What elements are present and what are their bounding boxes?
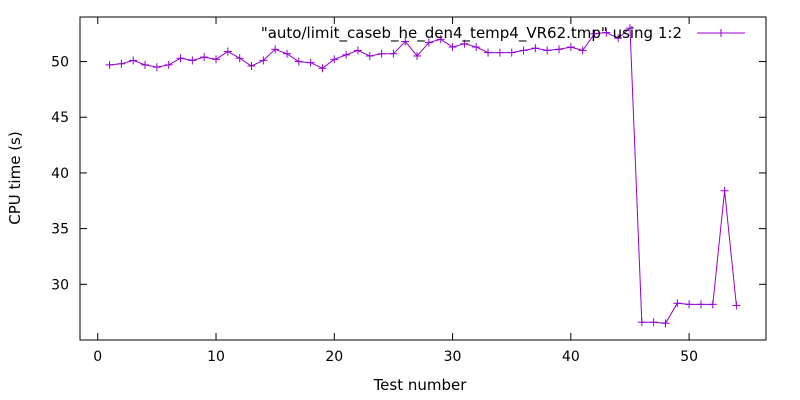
data-point (212, 55, 221, 64)
y-tick-label: 30 (51, 277, 69, 293)
y-tick-label: 50 (51, 55, 69, 71)
data-point (294, 57, 303, 66)
axis-ticks (80, 17, 766, 340)
x-tick-label: 40 (562, 349, 580, 365)
data-point (223, 47, 232, 56)
data-point (200, 53, 209, 62)
y-axis-label: CPU time (s) (6, 131, 24, 224)
data-point (188, 56, 197, 65)
data-point (247, 62, 256, 71)
data-point (353, 46, 362, 55)
data-point (649, 318, 658, 327)
data-point (282, 49, 291, 58)
data-point (413, 51, 422, 60)
data-point (306, 58, 315, 67)
data-point (720, 186, 729, 195)
y-tick-label: 45 (51, 110, 69, 126)
data-point (460, 39, 469, 48)
data-point (436, 35, 445, 44)
data-point (235, 54, 244, 63)
y-tick-label: 35 (51, 222, 69, 238)
data-point (259, 56, 268, 65)
legend-marker (717, 29, 725, 37)
x-tick-label: 30 (444, 349, 462, 365)
data-point (424, 38, 433, 47)
data-point (389, 49, 398, 58)
data-point (176, 54, 185, 63)
data-point (472, 43, 481, 52)
data-point (519, 46, 528, 55)
data-point (661, 319, 670, 328)
data-point (732, 301, 741, 310)
data-point (105, 60, 114, 69)
x-tick-label: 10 (207, 349, 225, 365)
data-point (401, 37, 410, 46)
data-point (566, 43, 575, 52)
tick-labels: 0 10 20 30 40 50 30 35 40 45 50 (51, 55, 698, 365)
data-point (129, 56, 138, 65)
data-point (365, 51, 374, 60)
x-tick-label: 0 (93, 349, 102, 365)
data-point (330, 55, 339, 64)
data-point (377, 49, 386, 58)
data-point (625, 24, 634, 33)
series-line (109, 27, 737, 324)
data-point (637, 318, 646, 327)
data-point (495, 48, 504, 57)
y-tick-label: 40 (51, 166, 69, 182)
data-point (484, 48, 493, 57)
x-axis-label: Test number (373, 376, 468, 394)
data-point (590, 29, 599, 38)
data-point (152, 63, 161, 72)
data-point (555, 45, 564, 54)
data-point (685, 300, 694, 309)
data-point (271, 45, 280, 54)
data-point (164, 60, 173, 69)
data-point (531, 44, 540, 53)
data-point (543, 46, 552, 55)
x-tick-label: 20 (325, 349, 343, 365)
data-point (117, 59, 126, 68)
data-point (708, 300, 717, 309)
data-point (141, 60, 150, 69)
data-point (614, 34, 623, 43)
data-point (507, 48, 516, 57)
legend-label: "auto/limit_caseb_he_den4_temp4_VR62.tmp… (261, 24, 682, 43)
data-point (673, 299, 682, 308)
data-point (696, 300, 705, 309)
data-point (602, 28, 611, 37)
legend: "auto/limit_caseb_he_den4_temp4_VR62.tmp… (261, 24, 745, 43)
plot-frame (79, 16, 767, 341)
series-layer (105, 24, 741, 328)
x-tick-label: 50 (680, 349, 698, 365)
data-point (318, 64, 327, 73)
data-point (342, 50, 351, 59)
data-point (448, 43, 457, 52)
data-point (578, 46, 587, 55)
